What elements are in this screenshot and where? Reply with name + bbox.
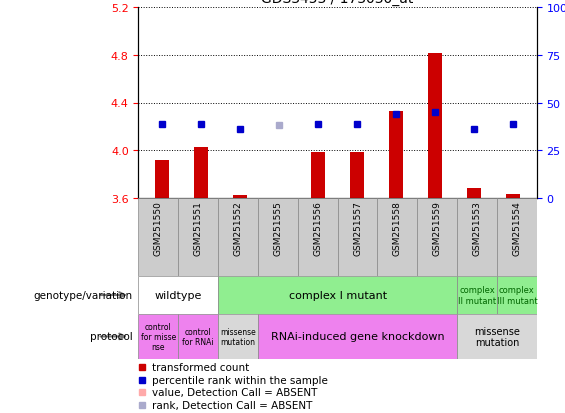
Text: percentile rank within the sample: percentile rank within the sample — [153, 375, 328, 385]
Bar — [457, 198, 497, 277]
Text: GSM251554: GSM251554 — [512, 201, 521, 255]
Bar — [218, 277, 457, 314]
Bar — [179, 314, 218, 359]
Bar — [233, 196, 247, 198]
Text: GSM251551: GSM251551 — [194, 201, 203, 255]
Bar — [258, 314, 457, 359]
Bar — [467, 189, 481, 198]
Text: GSM251558: GSM251558 — [393, 201, 402, 255]
Text: GSM251553: GSM251553 — [472, 201, 481, 255]
Bar — [155, 160, 169, 198]
Bar — [350, 153, 364, 198]
Bar — [457, 314, 537, 359]
Bar — [457, 277, 497, 314]
Bar — [138, 198, 179, 277]
Text: GSM251556: GSM251556 — [313, 201, 322, 255]
Text: control
for RNAi: control for RNAi — [182, 327, 214, 346]
Text: missense
mutation: missense mutation — [474, 326, 520, 347]
Text: complex
III mutant: complex III mutant — [497, 286, 537, 305]
Bar — [497, 277, 537, 314]
Text: complex I mutant: complex I mutant — [289, 290, 386, 300]
Text: complex
II mutant: complex II mutant — [458, 286, 496, 305]
Text: missense
mutation: missense mutation — [220, 327, 256, 346]
Text: GSM251555: GSM251555 — [273, 201, 282, 255]
Text: rank, Detection Call = ABSENT: rank, Detection Call = ABSENT — [153, 400, 313, 410]
Bar — [138, 277, 218, 314]
Text: GSM251559: GSM251559 — [433, 201, 442, 255]
Text: wildtype: wildtype — [155, 290, 202, 300]
Text: GSM251557: GSM251557 — [353, 201, 362, 255]
Text: GSM251550: GSM251550 — [154, 201, 163, 255]
Bar — [194, 147, 208, 198]
Bar — [338, 198, 377, 277]
Bar — [218, 198, 258, 277]
Bar — [138, 314, 179, 359]
Bar — [417, 198, 457, 277]
Text: genotype/variation: genotype/variation — [34, 290, 133, 300]
Text: control
for misse
nse: control for misse nse — [141, 322, 176, 351]
Text: protocol: protocol — [90, 332, 133, 342]
Text: RNAi-induced gene knockdown: RNAi-induced gene knockdown — [271, 332, 444, 342]
Bar — [179, 198, 218, 277]
Bar — [377, 198, 417, 277]
Bar — [311, 153, 325, 198]
Bar — [428, 53, 442, 198]
Bar — [298, 198, 337, 277]
Bar — [506, 195, 520, 198]
Bar — [258, 198, 298, 277]
Text: transformed count: transformed count — [153, 362, 250, 373]
Title: GDS3453 / 173030_at: GDS3453 / 173030_at — [262, 0, 414, 6]
Text: value, Detection Call = ABSENT: value, Detection Call = ABSENT — [153, 387, 318, 397]
Bar — [218, 314, 258, 359]
Bar — [497, 198, 537, 277]
Bar — [389, 112, 403, 198]
Text: GSM251552: GSM251552 — [233, 201, 242, 255]
